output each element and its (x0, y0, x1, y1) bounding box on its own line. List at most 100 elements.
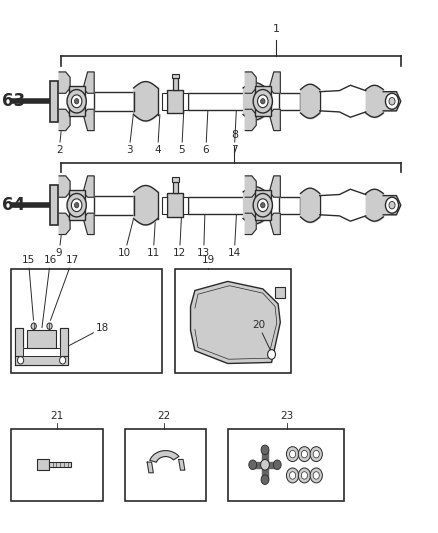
Text: 12: 12 (173, 211, 186, 258)
Polygon shape (15, 328, 23, 356)
Circle shape (290, 450, 296, 458)
Polygon shape (83, 176, 94, 197)
Circle shape (313, 450, 319, 458)
Text: 5: 5 (178, 107, 185, 155)
Circle shape (71, 199, 82, 212)
Bar (228, 429, 344, 501)
Bar (11, 269, 162, 373)
Circle shape (253, 193, 272, 217)
Circle shape (313, 472, 319, 479)
Bar (172, 74, 179, 78)
Circle shape (261, 459, 269, 470)
Polygon shape (179, 459, 185, 470)
Polygon shape (383, 92, 401, 111)
Polygon shape (59, 176, 70, 197)
Bar (50, 81, 58, 122)
Circle shape (268, 350, 276, 359)
Bar (11, 429, 103, 501)
Bar (162, 93, 167, 110)
Text: 8: 8 (231, 130, 238, 140)
Circle shape (286, 447, 299, 462)
Polygon shape (253, 462, 265, 468)
Polygon shape (60, 328, 68, 356)
Text: 1: 1 (272, 23, 279, 34)
Text: 9: 9 (56, 216, 64, 258)
Bar (162, 197, 167, 214)
Circle shape (47, 323, 52, 329)
Circle shape (298, 468, 311, 483)
Text: 13: 13 (197, 211, 210, 258)
Text: 22: 22 (158, 411, 171, 421)
Text: 14: 14 (228, 213, 241, 258)
Text: 4: 4 (154, 115, 161, 155)
Bar (69, 190, 85, 220)
Circle shape (273, 460, 281, 470)
Circle shape (298, 447, 311, 462)
Bar (275, 287, 285, 298)
Circle shape (389, 98, 395, 105)
Circle shape (301, 472, 307, 479)
Circle shape (60, 357, 66, 364)
Text: 3: 3 (126, 112, 134, 155)
Bar (49, 462, 71, 467)
Bar (50, 185, 58, 225)
Polygon shape (15, 356, 68, 365)
Text: 21: 21 (50, 411, 64, 421)
Circle shape (249, 460, 257, 470)
Circle shape (253, 90, 272, 113)
Text: 64: 64 (3, 196, 25, 214)
Bar (173, 78, 178, 90)
Text: 19: 19 (201, 255, 215, 265)
Polygon shape (269, 213, 280, 235)
Polygon shape (265, 462, 277, 468)
Text: 2: 2 (56, 109, 64, 155)
Bar (69, 86, 85, 116)
Polygon shape (245, 176, 256, 197)
Polygon shape (269, 176, 280, 197)
Circle shape (389, 201, 395, 209)
Circle shape (258, 95, 268, 108)
Circle shape (261, 445, 269, 455)
Text: 6: 6 (202, 107, 209, 155)
Bar (188, 93, 245, 110)
Polygon shape (83, 213, 94, 235)
Bar (27, 330, 56, 348)
Circle shape (67, 90, 86, 113)
Circle shape (385, 93, 399, 109)
Text: 15: 15 (22, 255, 35, 320)
Polygon shape (245, 213, 256, 235)
Bar (172, 177, 179, 182)
Text: 17: 17 (50, 255, 79, 320)
Text: 10: 10 (118, 219, 134, 258)
Polygon shape (262, 465, 268, 480)
Polygon shape (147, 462, 153, 473)
Circle shape (18, 357, 24, 364)
Text: 11: 11 (147, 217, 160, 258)
Polygon shape (245, 109, 256, 131)
Polygon shape (59, 72, 70, 93)
Bar (255, 190, 271, 220)
Polygon shape (23, 348, 60, 356)
Circle shape (67, 193, 86, 217)
Circle shape (71, 95, 82, 108)
Bar (255, 86, 271, 116)
Circle shape (31, 323, 36, 329)
Circle shape (261, 99, 265, 104)
Bar (94, 92, 134, 111)
Text: 20: 20 (252, 320, 271, 352)
Circle shape (301, 450, 307, 458)
Bar (37, 459, 49, 470)
Bar (167, 193, 183, 217)
Polygon shape (191, 281, 280, 364)
Bar (173, 182, 178, 193)
Text: 16: 16 (42, 255, 57, 328)
Text: 23: 23 (280, 411, 293, 421)
Bar (183, 93, 188, 110)
Circle shape (258, 199, 268, 212)
Polygon shape (83, 72, 94, 93)
Circle shape (286, 468, 299, 483)
Polygon shape (245, 72, 256, 93)
Bar (183, 197, 188, 214)
Bar (125, 429, 206, 501)
Polygon shape (150, 450, 179, 462)
